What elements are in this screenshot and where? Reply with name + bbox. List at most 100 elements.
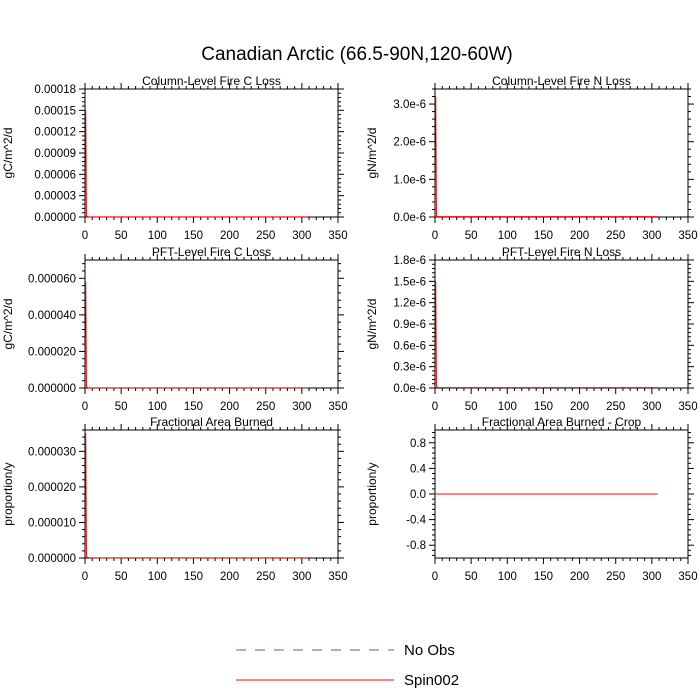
x-tick-label: 300 [642,230,661,242]
x-tick-label: 50 [115,571,128,583]
y-tick-label: 0.000000 [28,553,76,565]
x-tick-label: 250 [256,230,275,242]
y-tick-label: -0.8 [406,540,426,552]
x-tick-label: 150 [534,401,553,413]
x-tick-label: 100 [498,401,517,413]
chart-panel-1: Column-Level Fire C Loss 0 50 100 150 200 250 3… [1,74,348,242]
x-tick-label: 200 [570,230,589,242]
chart-panel-6: Fractional Area Burned - Crop 0 50 100 150 20… [365,415,698,583]
y-tick-label: 0.3e-6 [393,362,426,374]
y-tick-label: 0.000020 [28,346,76,358]
y-tick-label: 0.000010 [28,517,76,529]
x-tick-label: 200 [220,230,239,242]
x-tick-label: 0 [82,401,88,413]
y-axis-label: proportion/y [1,462,15,525]
series-line-spin002 [85,281,308,389]
y-tick-label: 0.0e-6 [393,383,426,395]
x-tick-label: 200 [570,571,589,583]
plot-frame [84,259,339,389]
y-tick-label: 0.00006 [34,169,76,181]
chart-panel-5: Fractional Area Burned 0 50 100 150 200 250 300… [1,415,348,583]
y-tick-label: 3.0e-6 [393,99,426,111]
y-tick-label: 1.2e-6 [393,298,426,310]
x-tick-label: 350 [678,230,697,242]
chart-panel-2: Column-Level Fire N Loss 0 50 100 150 200 250 3… [365,74,698,242]
y-tick-label: 1.8e-6 [393,255,426,267]
plot-frame [84,429,339,559]
plot-frame [84,88,339,218]
y-tick-label: 0.0e-6 [393,212,426,224]
plot-frame [434,88,689,218]
y-tick-label: 0.00012 [34,127,76,139]
series-line-spin002 [85,433,308,559]
x-tick-label: 50 [115,401,128,413]
x-tick-label: 350 [328,571,347,583]
y-axis-label: gN/m^2/d [365,299,379,350]
y-tick-label: 0.000060 [28,273,76,285]
y-tick-label: 0.00003 [34,191,76,203]
chart-panel-4: PFT-Level Fire N Loss 0 50 100 150 200 250 300 3… [365,245,698,413]
x-tick-label: 300 [292,571,311,583]
legend: No Obs Spin002 [236,642,459,689]
panel-title: Column-Level Fire C Loss [142,74,281,88]
x-tick-label: 50 [115,230,128,242]
x-tick-label: 200 [220,571,239,583]
y-tick-label: 0.00018 [34,84,76,96]
x-tick-label: 350 [678,571,697,583]
y-axis-label: gC/m^2/d [1,299,15,350]
x-tick-label: 300 [292,230,311,242]
series-line-spin002 [435,280,658,389]
x-tick-label: 0 [82,571,88,583]
x-tick-label: 150 [184,571,203,583]
x-tick-label: 0 [82,230,88,242]
x-tick-label: 150 [534,571,553,583]
x-tick-label: 50 [465,230,478,242]
series-line-spin002 [435,96,658,218]
y-tick-label: 0.8 [410,438,426,450]
x-tick-label: 0 [432,230,438,242]
x-tick-label: 100 [498,230,517,242]
x-tick-label: 150 [184,401,203,413]
y-tick-label: 0.0 [410,489,426,501]
y-tick-label: 0.4 [410,463,427,475]
x-tick-label: 350 [678,401,697,413]
x-tick-label: 0 [432,401,438,413]
panel-title: Fractional Area Burned - Crop [482,415,642,429]
x-tick-label: 50 [465,571,478,583]
y-tick-label: 0.9e-6 [393,319,426,331]
y-tick-label: 0.00015 [34,105,76,117]
y-axis-label: gN/m^2/d [365,128,379,179]
y-tick-label: 0.000030 [28,446,76,458]
panel-title: Column-Level Fire N Loss [492,74,631,88]
x-tick-label: 300 [292,401,311,413]
x-tick-label: 100 [148,571,167,583]
x-tick-label: 250 [606,230,625,242]
x-tick-label: 300 [642,401,661,413]
figure-title: Canadian Arctic (66.5-90N,120-60W) [201,44,513,65]
x-tick-label: 200 [570,401,589,413]
y-tick-label: 0.6e-6 [393,340,426,352]
y-tick-label: 2.0e-6 [393,137,426,149]
y-tick-label: 0.00000 [34,212,76,224]
x-tick-label: 350 [328,401,347,413]
x-tick-label: 150 [534,230,553,242]
x-tick-label: 250 [256,401,275,413]
chart-panel-3: PFT-Level Fire C Loss 0 50 100 150 200 250 300 3… [1,245,348,413]
x-tick-label: 50 [465,401,478,413]
x-tick-label: 350 [328,230,347,242]
x-tick-label: 300 [642,571,661,583]
y-tick-label: 0.000040 [28,310,76,322]
x-tick-label: 100 [148,401,167,413]
y-axis-label: gC/m^2/d [1,128,15,179]
legend-label: Spin002 [404,672,459,689]
panel-title: PFT-Level Fire N Loss [502,245,621,259]
y-tick-label: 1.0e-6 [393,174,426,186]
panel-title: Fractional Area Burned [150,415,273,429]
x-tick-label: 150 [184,230,203,242]
legend-label: No Obs [404,642,455,659]
y-tick-label: 0.000000 [28,383,76,395]
plot-frame [434,259,689,389]
x-tick-label: 200 [220,401,239,413]
x-tick-label: 100 [498,571,517,583]
